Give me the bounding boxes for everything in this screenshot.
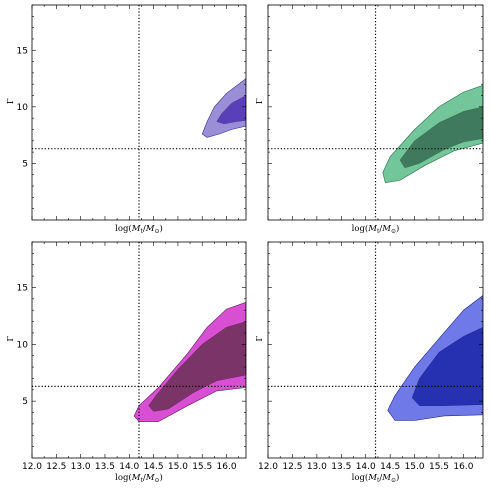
x-tick-label: 14.5 [144, 462, 164, 472]
x-tick-label: 15.5 [429, 462, 449, 472]
x-tick-label: 13.5 [95, 462, 115, 472]
y-axis-label: Γ [6, 98, 16, 104]
x-axis-label: log(Mt/M⊙) [115, 472, 163, 484]
x-tick-label: 15.0 [405, 462, 425, 472]
x-axis-label: log(Mt/M⊙) [352, 223, 400, 235]
x-tick-label: 14.0 [119, 462, 139, 472]
inner-contour-region [411, 327, 483, 406]
x-axis-label: log(Mt/M⊙) [352, 472, 400, 484]
y-tick-label: 15 [17, 46, 28, 56]
y-tick-label: 5 [22, 159, 28, 169]
y-tick-label: 15 [17, 283, 28, 293]
x-tick-label: 15.5 [192, 462, 212, 472]
y-axis-label: Γ [6, 336, 16, 342]
inner-contour-region [216, 95, 246, 125]
x-tick-label: 16.0 [453, 462, 473, 472]
x-tick-label: 14.5 [380, 462, 400, 472]
panel-bottom-right: 12.0 12.5 13.0 13.5 14.0 14.5 15.0 15.5 16.0 Γlog… [255, 241, 484, 484]
inner-contour-region [399, 106, 483, 169]
x-tick-label: 14.0 [356, 462, 376, 472]
axes-frame [31, 241, 247, 459]
axes-frame [267, 4, 484, 221]
y-tick-label: 10 [17, 103, 29, 113]
axes-frame [267, 241, 484, 459]
x-tick-label: 12.0 [22, 462, 42, 472]
x-tick-label: 12.5 [282, 462, 302, 472]
panel-bottom-left: 12.0 12.5 13.0 13.5 14.0 14.5 15.0 15.5 16.0 5 10 1… [6, 241, 247, 484]
x-axis-label: log(Mt/M⊙) [115, 223, 163, 235]
x-tick-label: 13.0 [307, 462, 327, 472]
x-tick-label: 13.0 [71, 462, 91, 472]
x-tick-label: 16.0 [217, 462, 237, 472]
y-tick-label: 5 [22, 397, 28, 407]
x-tick-label: 13.5 [331, 462, 351, 472]
axes-frame [31, 4, 247, 221]
y-axis-label: Γ [255, 98, 265, 104]
inner-contour-region [148, 321, 246, 412]
outer-contour-region [201, 78, 246, 138]
x-tick-label: 15.0 [168, 462, 188, 472]
y-tick-label: 10 [17, 340, 29, 350]
x-tick-label: 12.5 [46, 462, 66, 472]
x-tick-label: 12.0 [258, 462, 278, 472]
y-axis-label: Γ [255, 336, 265, 342]
